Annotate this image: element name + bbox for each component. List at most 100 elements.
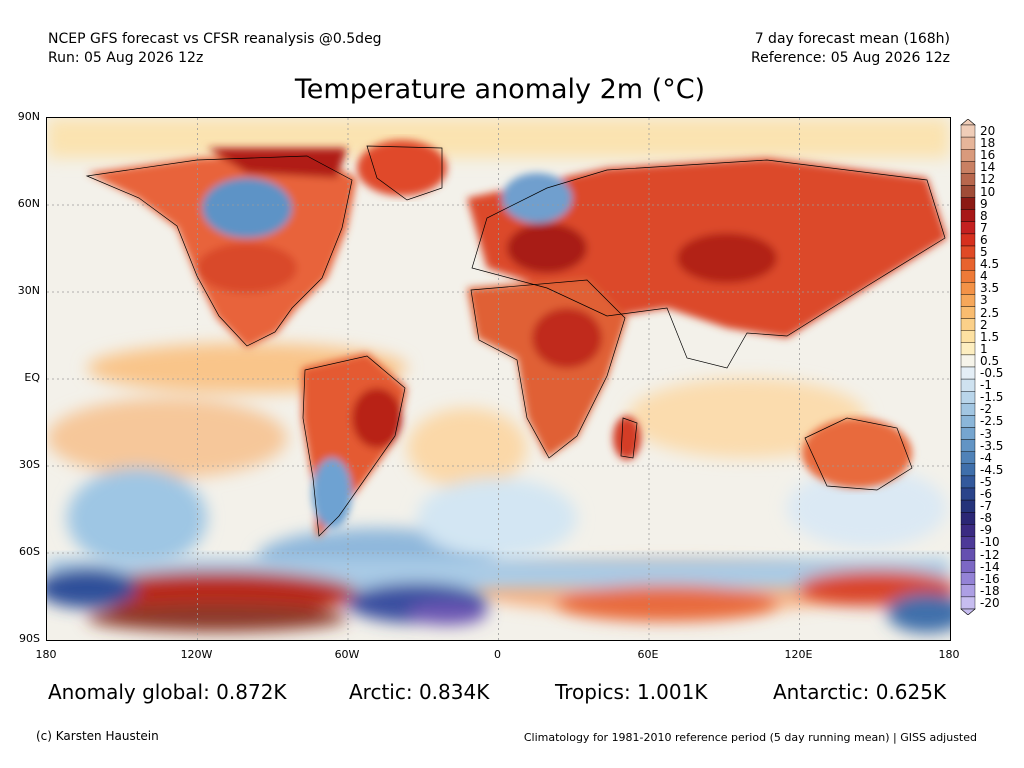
colorbar-label: -18 <box>980 583 1000 598</box>
colorbar-label: 16 <box>980 148 996 163</box>
colorbar-swatch <box>960 294 976 307</box>
colorbar-label: -6 <box>980 487 992 501</box>
lat-label: EQ <box>24 371 40 384</box>
model-description: NCEP GFS forecast vs CFSR reanalysis @0.… <box>48 31 382 47</box>
map-title: Temperature anomaly 2m (°C) <box>294 74 706 105</box>
colorbar-label: -1 <box>980 378 992 393</box>
colorbar-swatch <box>960 536 976 549</box>
colorbar-label: 18 <box>980 136 996 151</box>
colorbar-swatch <box>960 584 976 598</box>
colorbar-swatches <box>960 119 976 615</box>
colorbar-swatch <box>960 306 976 319</box>
colorbar-swatch <box>960 197 976 210</box>
colorbar-label: -8 <box>980 511 992 526</box>
colorbar-label: -4.5 <box>980 462 1004 477</box>
colorbar-label: -20 <box>980 595 1000 610</box>
colorbar-swatch <box>960 209 976 222</box>
colorbar-swatch <box>960 269 976 283</box>
stat-antarctic: Antarctic: 0.625K <box>773 680 947 704</box>
colorbar-label: 5 <box>980 245 988 259</box>
north-america <box>87 148 357 348</box>
colorbar-swatch <box>960 427 976 440</box>
colorbar-swatch <box>960 318 976 331</box>
colorbar-top-arrow <box>960 119 976 126</box>
coastlines <box>85 145 946 537</box>
credit: (c) Karsten Haustein <box>36 729 159 743</box>
colorbar-swatch <box>960 366 976 380</box>
forecast-period: 7 day forecast mean (168h) <box>754 31 950 47</box>
reference-time: Reference: 05 Aug 2026 12z <box>751 50 950 66</box>
lat-label: 60S <box>19 545 40 558</box>
colorbar-label: 10 <box>980 184 996 199</box>
lon-label: 60E <box>637 648 659 661</box>
colorbar-label: -9 <box>980 523 992 538</box>
lat-label: 30S <box>19 458 40 471</box>
colorbar-swatch <box>960 354 976 368</box>
colorbar-label: 1.5 <box>980 329 1000 344</box>
colorbar-swatch <box>960 282 976 295</box>
colorbar-label: 4 <box>980 269 988 284</box>
colorbar-swatch <box>960 596 976 610</box>
colorbar-swatch <box>960 548 976 561</box>
colorbar-label: 6 <box>980 232 988 247</box>
lon-label: 120E <box>784 648 813 661</box>
colorbar-label: 9 <box>980 196 988 211</box>
colorbar-swatch <box>960 149 976 162</box>
colorbar-bottom-arrow <box>960 608 976 615</box>
australia <box>802 418 912 488</box>
colorbar-label: -3 <box>980 426 992 441</box>
climatology-note: Climatology for 1981-2010 reference peri… <box>523 731 977 744</box>
header-left: NCEP GFS forecast vs CFSR reanalysis @0.… <box>48 30 382 68</box>
map-graphic <box>47 118 950 640</box>
lat-label: 30N <box>17 284 40 297</box>
colorbar-label: 4.5 <box>980 257 1000 272</box>
lon-label: 60W <box>334 648 360 661</box>
colorbar-swatch <box>960 487 976 501</box>
colorbar-label: 8 <box>980 208 988 223</box>
colorbar-swatch <box>960 403 976 416</box>
colorbar-swatch <box>960 173 976 186</box>
colorbar-label: -5 <box>980 474 992 489</box>
colorbar-label: 20 <box>980 124 996 138</box>
colorbar-swatch <box>960 221 976 235</box>
colorbar-swatch <box>960 451 976 465</box>
colorbar-label: 2.5 <box>980 305 1000 320</box>
colorbar-swatch <box>960 512 976 525</box>
anomaly-map <box>46 117 951 641</box>
colorbar-label: 7 <box>980 220 988 235</box>
colorbar-label: -2 <box>980 402 992 417</box>
colorbar-swatch <box>960 257 976 271</box>
colorbar-swatch <box>960 161 976 174</box>
lat-label: 90N <box>17 110 40 123</box>
stat-global: Anomaly global: 0.872K <box>48 680 287 704</box>
colorbar-label: 14 <box>980 160 996 175</box>
colorbar-swatch <box>960 572 976 586</box>
colorbar-swatch <box>960 524 976 537</box>
colorbar-label: 2 <box>980 317 988 332</box>
header-right: 7 day forecast mean (168h) Reference: 05… <box>751 30 950 68</box>
colorbar-swatch <box>960 124 976 138</box>
colorbar-swatch <box>960 560 976 573</box>
colorbar-label: -12 <box>980 547 1000 562</box>
lon-label: 0 <box>494 648 501 661</box>
colorbar-swatch <box>960 378 976 392</box>
colorbar-label: -2.5 <box>980 414 1004 429</box>
colorbar-swatch <box>960 499 976 513</box>
colorbar-label: 3 <box>980 293 988 308</box>
colorbar-swatch <box>960 415 976 428</box>
colorbar-swatch <box>960 391 976 404</box>
colorbar-label: -3.5 <box>980 438 1004 453</box>
colorbar-label: 1 <box>980 341 988 356</box>
colorbar-label: -4 <box>980 450 992 465</box>
colorbar-swatch <box>960 185 976 198</box>
colorbar-label: 0.5 <box>980 353 1000 368</box>
colorbar-label: 3.5 <box>980 281 1000 296</box>
lat-label: 60N <box>17 197 40 210</box>
colorbar-label: -0.5 <box>980 366 1004 380</box>
graticule <box>47 118 950 640</box>
colorbar-swatch <box>960 245 976 259</box>
colorbar-label: -14 <box>980 559 1000 574</box>
colorbar-label: 12 <box>980 172 996 187</box>
colorbar-label: -1.5 <box>980 390 1004 405</box>
lon-label: 120W <box>180 648 213 661</box>
